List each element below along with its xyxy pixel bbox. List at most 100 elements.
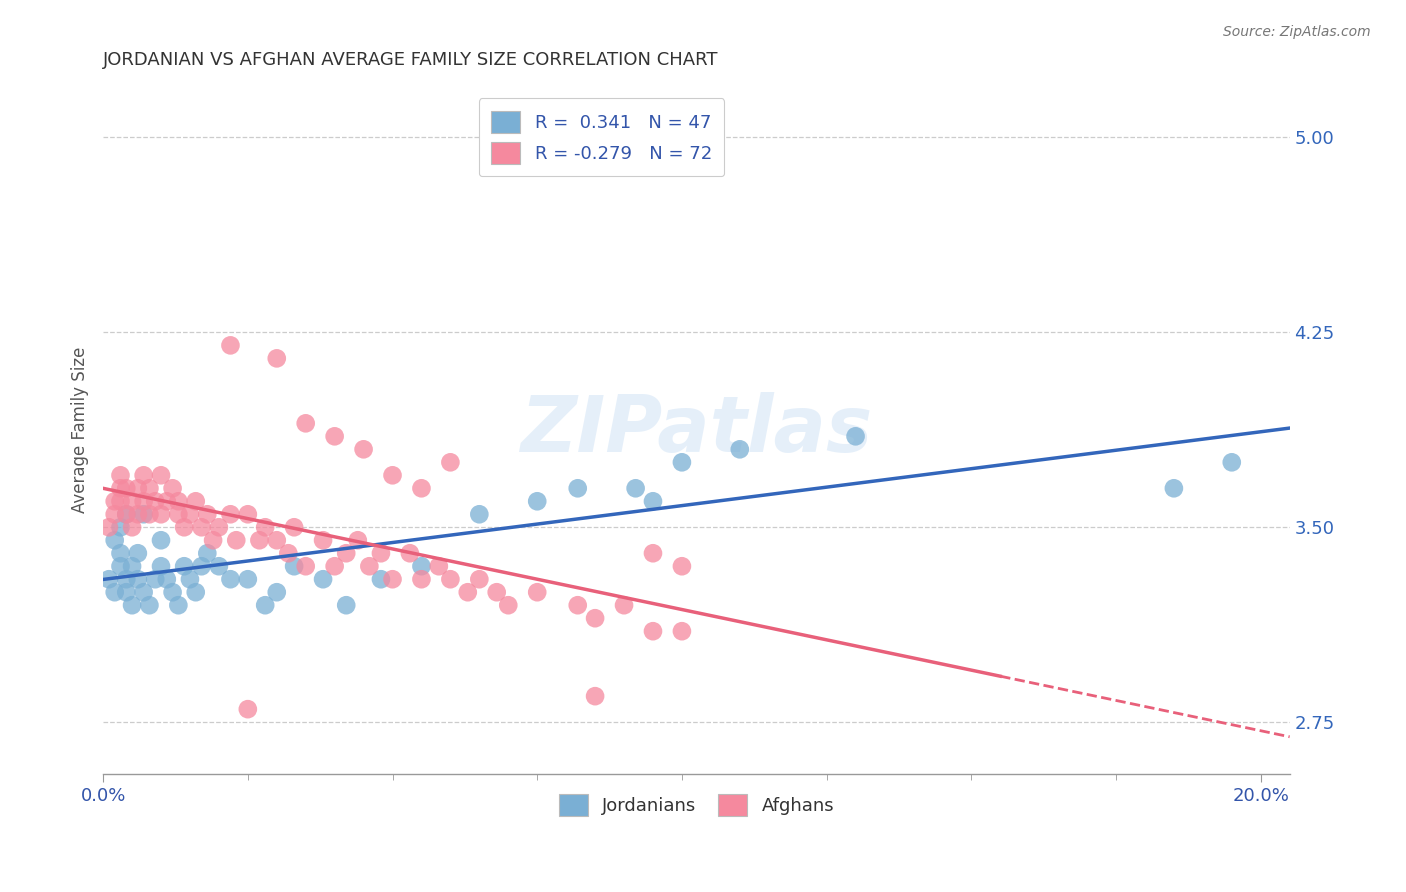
Point	[312, 533, 335, 548]
Point	[335, 546, 357, 560]
Point	[143, 572, 166, 586]
Point	[526, 494, 548, 508]
Point	[167, 508, 190, 522]
Y-axis label: Average Family Size: Average Family Size	[72, 347, 89, 513]
Point	[381, 468, 404, 483]
Point	[184, 585, 207, 599]
Point	[294, 417, 316, 431]
Text: JORDANIAN VS AFGHAN AVERAGE FAMILY SIZE CORRELATION CHART: JORDANIAN VS AFGHAN AVERAGE FAMILY SIZE …	[103, 51, 718, 69]
Point	[583, 611, 606, 625]
Point	[485, 585, 508, 599]
Point	[728, 442, 751, 457]
Point	[167, 598, 190, 612]
Point	[110, 468, 132, 483]
Point	[641, 494, 664, 508]
Point	[110, 494, 132, 508]
Point	[254, 598, 277, 612]
Point	[411, 481, 433, 495]
Point	[121, 520, 143, 534]
Point	[1220, 455, 1243, 469]
Point	[567, 481, 589, 495]
Point	[312, 572, 335, 586]
Point	[195, 508, 218, 522]
Point	[266, 585, 288, 599]
Point	[110, 520, 132, 534]
Point	[346, 533, 368, 548]
Point	[104, 494, 127, 508]
Point	[498, 598, 520, 612]
Point	[468, 572, 491, 586]
Point	[127, 481, 149, 495]
Point	[173, 520, 195, 534]
Point	[115, 481, 138, 495]
Point	[219, 338, 242, 352]
Point	[150, 559, 173, 574]
Point	[184, 494, 207, 508]
Point	[457, 585, 479, 599]
Point	[219, 508, 242, 522]
Point	[202, 533, 225, 548]
Point	[162, 481, 184, 495]
Point	[641, 624, 664, 639]
Point	[115, 508, 138, 522]
Point	[526, 585, 548, 599]
Point	[468, 508, 491, 522]
Point	[208, 559, 231, 574]
Point	[132, 494, 155, 508]
Point	[162, 585, 184, 599]
Point	[1163, 481, 1185, 495]
Point	[335, 598, 357, 612]
Point	[236, 572, 259, 586]
Point	[138, 481, 160, 495]
Point	[294, 559, 316, 574]
Point	[411, 559, 433, 574]
Point	[97, 520, 120, 534]
Point	[156, 494, 179, 508]
Point	[671, 455, 693, 469]
Text: ZIPatlas: ZIPatlas	[520, 392, 873, 467]
Point	[190, 520, 212, 534]
Point	[381, 572, 404, 586]
Point	[399, 546, 422, 560]
Point	[567, 598, 589, 612]
Point	[583, 689, 606, 703]
Point	[370, 546, 392, 560]
Point	[115, 572, 138, 586]
Point	[104, 533, 127, 548]
Point	[283, 520, 305, 534]
Point	[97, 572, 120, 586]
Point	[613, 598, 636, 612]
Point	[179, 572, 201, 586]
Point	[439, 455, 461, 469]
Point	[115, 508, 138, 522]
Point	[266, 351, 288, 366]
Point	[370, 572, 392, 586]
Point	[236, 508, 259, 522]
Point	[359, 559, 381, 574]
Point	[143, 494, 166, 508]
Point	[671, 624, 693, 639]
Point	[115, 585, 138, 599]
Point	[104, 585, 127, 599]
Point	[173, 559, 195, 574]
Point	[156, 572, 179, 586]
Point	[277, 546, 299, 560]
Point	[138, 508, 160, 522]
Point	[323, 559, 346, 574]
Point	[127, 572, 149, 586]
Point	[132, 468, 155, 483]
Point	[190, 559, 212, 574]
Point	[110, 559, 132, 574]
Point	[208, 520, 231, 534]
Point	[150, 468, 173, 483]
Point	[219, 572, 242, 586]
Point	[845, 429, 868, 443]
Point	[353, 442, 375, 457]
Point	[624, 481, 647, 495]
Point	[427, 559, 450, 574]
Point	[411, 572, 433, 586]
Point	[254, 520, 277, 534]
Point	[195, 546, 218, 560]
Point	[127, 546, 149, 560]
Point	[127, 508, 149, 522]
